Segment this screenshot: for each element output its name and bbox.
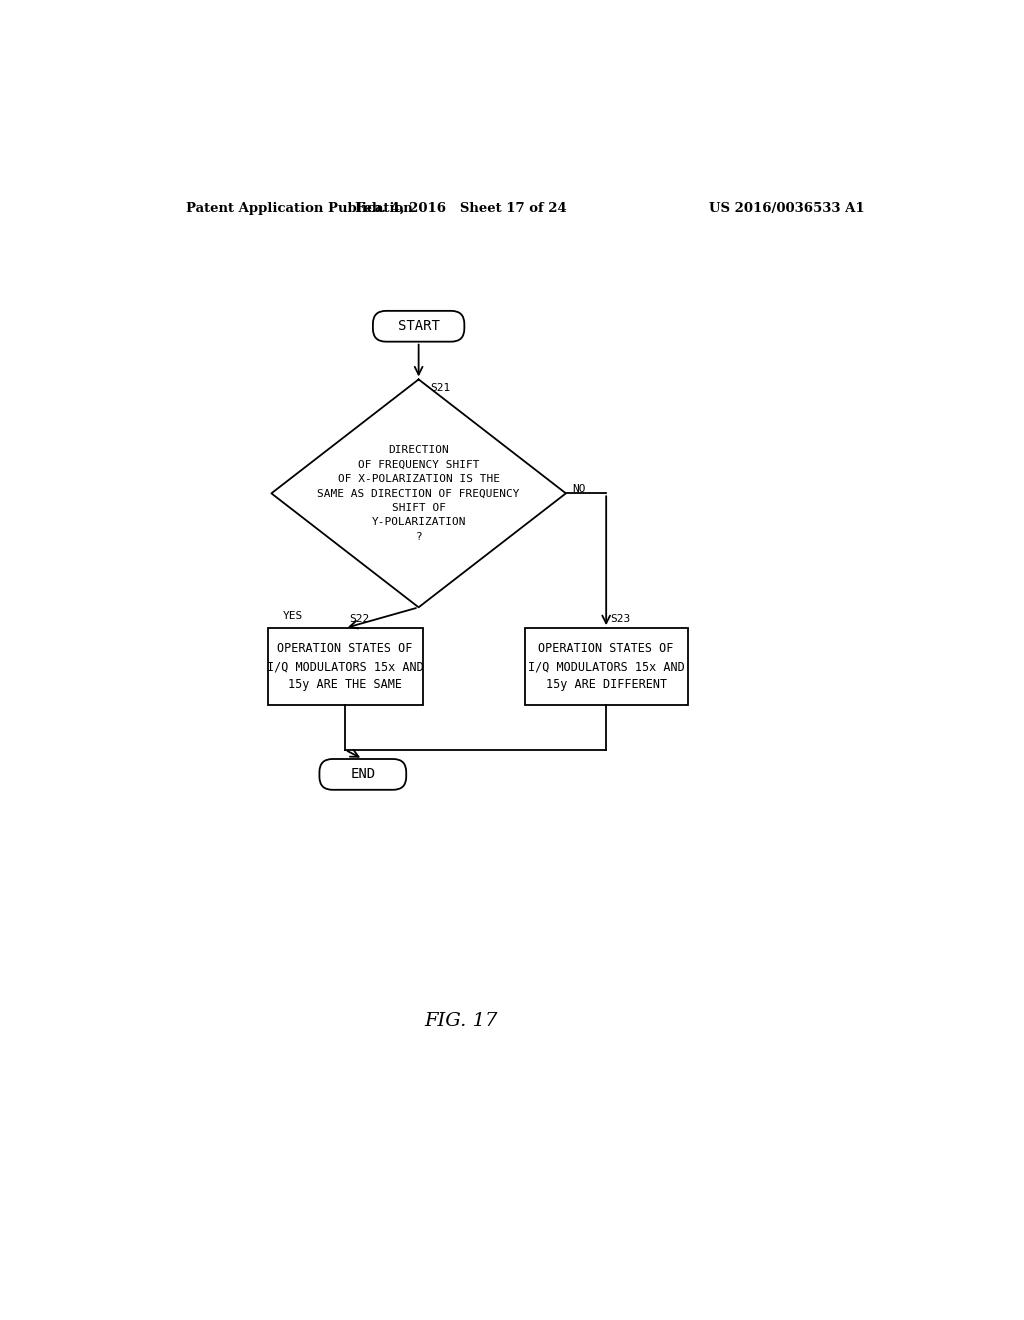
Text: S22: S22 — [349, 614, 369, 624]
Text: S21: S21 — [430, 383, 451, 393]
Text: START: START — [397, 319, 439, 333]
Text: YES: YES — [283, 611, 303, 622]
Text: END: END — [350, 767, 376, 781]
FancyBboxPatch shape — [373, 312, 464, 342]
Text: Feb. 4, 2016   Sheet 17 of 24: Feb. 4, 2016 Sheet 17 of 24 — [355, 202, 567, 215]
Text: DIRECTION
OF FREQUENCY SHIFT
OF X-POLARIZATION IS THE
SAME AS DIRECTION OF FREQU: DIRECTION OF FREQUENCY SHIFT OF X-POLARI… — [317, 445, 520, 541]
Bar — [267, 628, 423, 705]
Text: FIG. 17: FIG. 17 — [425, 1012, 498, 1030]
Text: US 2016/0036533 A1: US 2016/0036533 A1 — [709, 202, 864, 215]
Text: OPERATION STATES OF
I/Q MODULATORS 15x AND
15y ARE DIFFERENT: OPERATION STATES OF I/Q MODULATORS 15x A… — [527, 642, 685, 692]
Text: S23: S23 — [610, 614, 631, 624]
Text: Patent Application Publication: Patent Application Publication — [186, 202, 413, 215]
Bar — [524, 628, 687, 705]
FancyBboxPatch shape — [319, 759, 407, 789]
Text: NO: NO — [572, 484, 586, 495]
Text: OPERATION STATES OF
I/Q MODULATORS 15x AND
15y ARE THE SAME: OPERATION STATES OF I/Q MODULATORS 15x A… — [266, 642, 423, 692]
